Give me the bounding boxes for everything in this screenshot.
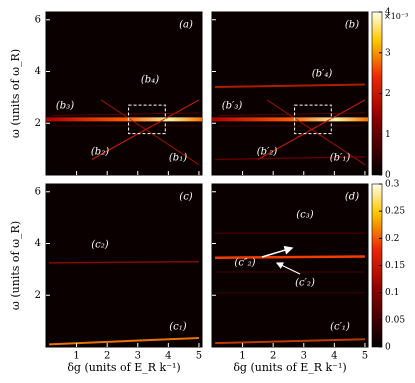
zoom-box	[128, 104, 166, 135]
y-axis-label: ω (units of ω_R)	[9, 49, 22, 138]
annotation: (b₁)	[169, 153, 187, 164]
colorbar-tick-label: 2	[385, 89, 391, 99]
colorbar-tick-label: 0.3	[385, 180, 400, 190]
y-axis-label: ω (units of ω_R)	[9, 221, 22, 310]
annotation: (b′₁)	[330, 153, 351, 164]
spectral-feature	[215, 255, 365, 259]
annotation: (b₃)	[56, 101, 74, 112]
arrow	[261, 245, 294, 258]
spectral-feature	[46, 117, 202, 122]
colorbar-tick-label: 0.05	[385, 315, 405, 325]
spectral-feature	[215, 338, 365, 345]
arrow	[275, 262, 301, 275]
panel-label: (c)	[179, 192, 193, 203]
colorbar-tick-label: 0.2	[385, 234, 399, 244]
panel-label: (a)	[179, 20, 193, 31]
annotation: (b₂)	[91, 147, 109, 158]
panel-label: (d)	[345, 192, 359, 203]
spectral-feature	[218, 112, 365, 116]
annotation: (c′₁)	[330, 322, 350, 333]
y-tick-label: 6	[35, 14, 41, 25]
y-tick-label: 4	[35, 66, 41, 77]
heatmap-panel	[45, 183, 203, 348]
spectral-feature	[52, 112, 199, 116]
annotation: (b′₄)	[312, 69, 333, 80]
spectral-feature	[215, 156, 365, 161]
x-tick-label: 2	[104, 351, 110, 362]
colorbar-tick-label: 0	[385, 343, 391, 353]
x-tick-label: 2	[270, 351, 276, 362]
annotation: (c₂)	[91, 240, 109, 251]
colorbar-tick-label: 0.15	[385, 261, 405, 271]
annotation: (c₃)	[296, 210, 314, 221]
colorbar-tick-label: 1	[385, 130, 391, 140]
y-tick-label: 2	[35, 290, 41, 301]
annotation: (b′₂)	[257, 147, 278, 158]
colorbar-tick-label: 0	[385, 171, 391, 181]
y-tick-label: 6	[35, 186, 41, 197]
y-tick-label: 2	[35, 118, 41, 129]
panel-label: (b)	[345, 20, 359, 31]
colorbar-tick-label: 4	[385, 8, 391, 18]
spectral-feature	[212, 117, 368, 122]
heatmap-panel	[211, 11, 369, 176]
zoom-box	[294, 104, 332, 135]
annotation: (b′₃)	[222, 101, 243, 112]
x-tick-label: 1	[239, 351, 245, 362]
annotation: (b₄)	[141, 75, 159, 86]
x-tick-label: 5	[362, 351, 368, 362]
spectral-feature	[100, 99, 200, 166]
colorbar-tick-label: 0.25	[385, 207, 405, 217]
y-tick-label: 4	[35, 238, 41, 249]
spectral-feature	[49, 260, 199, 264]
colorbar-multiplier: ×10⁻³	[384, 12, 408, 21]
heatmap-panel	[211, 183, 369, 348]
colorbar-tick-label: 0.1	[385, 288, 399, 298]
annotation: (c′₂)	[295, 278, 315, 289]
annotation: (c″₂)	[234, 258, 255, 269]
x-tick-label: 3	[135, 351, 141, 362]
colorbar-tick-label: 3	[385, 48, 391, 58]
x-tick-label: 1	[73, 351, 79, 362]
annotation: (c₁)	[169, 322, 187, 333]
heatmap-panel	[45, 11, 203, 176]
spectral-feature	[215, 83, 365, 89]
spectral-feature	[49, 336, 199, 346]
x-tick-label: 4	[331, 351, 337, 362]
x-tick-label: 4	[165, 351, 171, 362]
x-axis-label: δg (units of E_R k⁻¹)	[233, 361, 346, 374]
x-axis-label: δg (units of E_R k⁻¹)	[67, 361, 180, 374]
x-tick-label: 3	[301, 351, 307, 362]
spectral-feature	[266, 99, 366, 166]
x-tick-label: 5	[196, 351, 202, 362]
